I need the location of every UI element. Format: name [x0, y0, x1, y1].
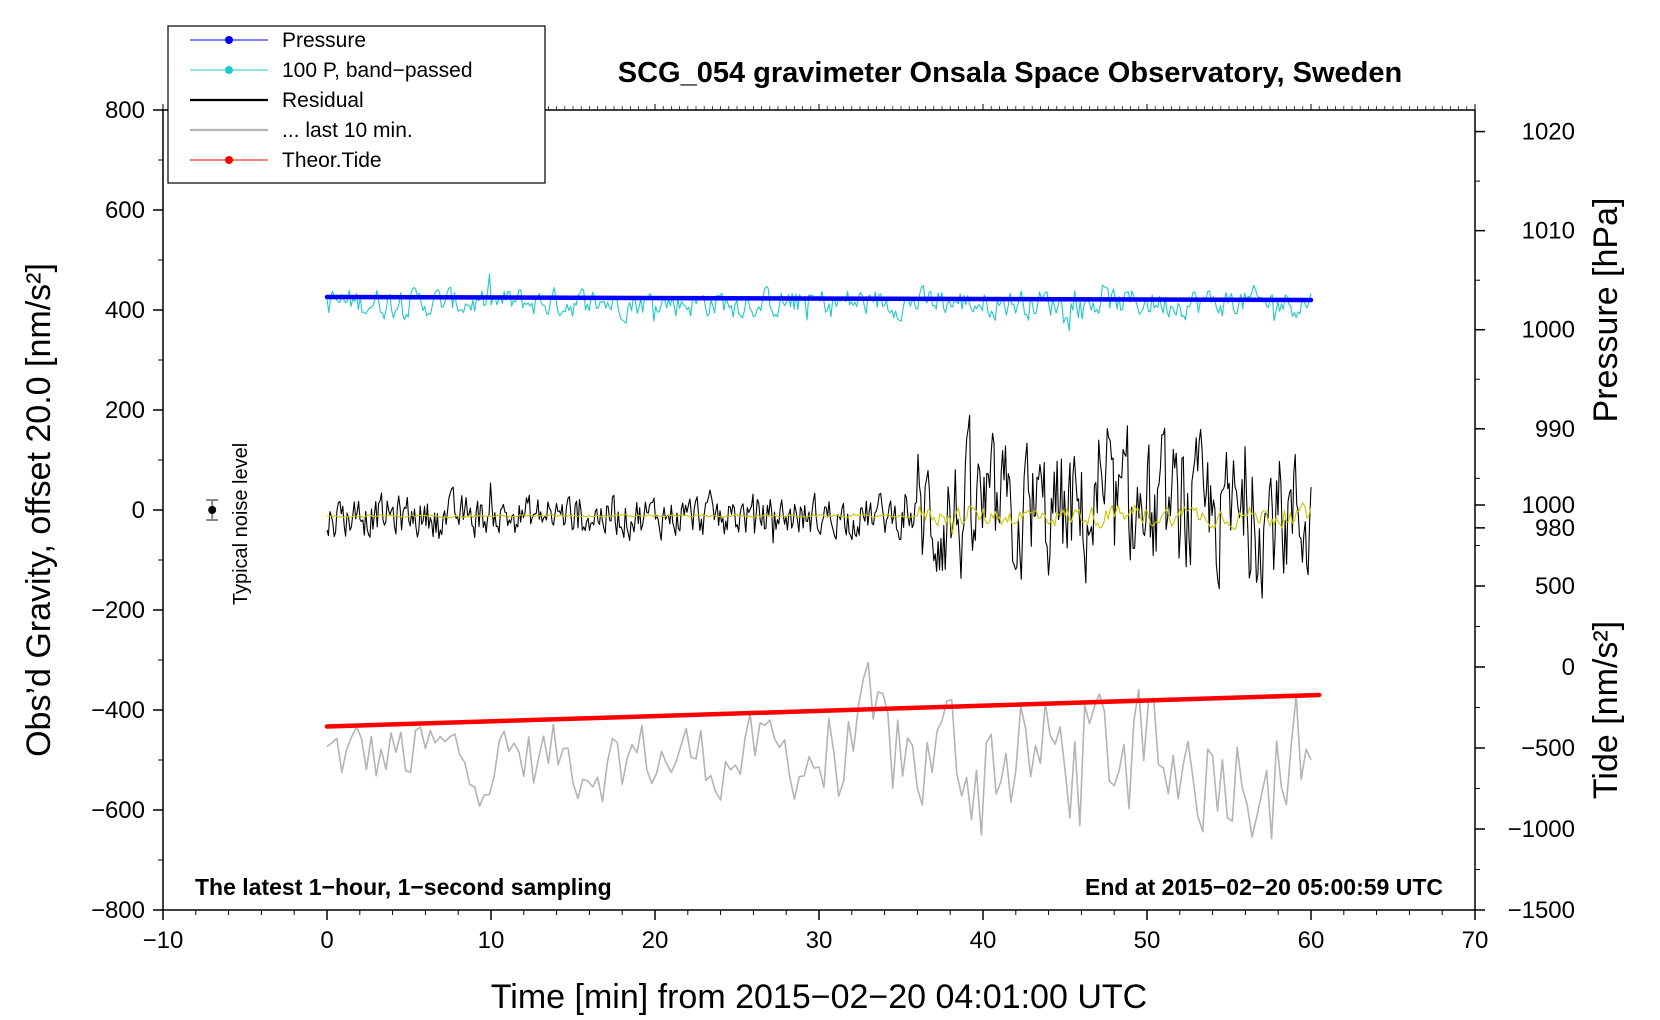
- legend-marker: [225, 66, 233, 74]
- noise-level-marker: [206, 499, 219, 521]
- noise-level-label: Typical noise level: [230, 443, 252, 605]
- right-tick-label: −1000: [1508, 816, 1575, 843]
- x-tick-label: 60: [1298, 927, 1325, 954]
- pressure-axis-title: Pressure [hPa]: [1587, 198, 1625, 423]
- series-residual: [326, 414, 1312, 599]
- x-tick-label: −10: [143, 927, 184, 954]
- right-tick-label: 500: [1535, 573, 1575, 600]
- legend-label: Theor.Tide: [282, 149, 382, 172]
- right-tick-label: 0: [1562, 654, 1575, 681]
- right-tick-label: −500: [1521, 735, 1575, 762]
- y-tick-label: 200: [105, 397, 145, 424]
- x-tick-label: 20: [642, 927, 669, 954]
- x-tick-label: 40: [970, 927, 997, 954]
- y-axis-tide: −1500 −1000 −500 0 500 1000: [1475, 492, 1575, 924]
- right-tick-label: 1000: [1522, 317, 1575, 344]
- x-axis-title: Time [min] from 2015−02−20 04:01:00 UTC: [491, 978, 1147, 1016]
- y-tick-label: 800: [105, 97, 145, 124]
- x-tick-label: 0: [320, 927, 333, 954]
- series-pressure: [324, 294, 1314, 303]
- y-tick-label: −600: [91, 797, 145, 824]
- legend-marker: [225, 156, 233, 164]
- annotation-sampling: The latest 1−hour, 1−second sampling: [195, 874, 612, 900]
- y-tick-label: −200: [91, 597, 145, 624]
- right-tick-label: 1000: [1522, 492, 1575, 519]
- right-tick-label: 980: [1535, 515, 1575, 542]
- legend-label: Residual: [282, 89, 364, 112]
- tide-axis-title: Tide [nm/s²]: [1587, 621, 1625, 799]
- series-theor-tide: [324, 692, 1322, 729]
- x-tick-label: 70: [1462, 927, 1489, 954]
- y-axis-left: −800 −600 −400 −200 0 200 400 600 800: [91, 97, 163, 924]
- y-tick-label: 600: [105, 197, 145, 224]
- y-tick-label: 0: [132, 497, 145, 524]
- legend-label: Pressure: [282, 29, 366, 52]
- series-layer: [324, 273, 1322, 840]
- y-tick-label: 400: [105, 297, 145, 324]
- y-tick-label: −800: [91, 897, 145, 924]
- y-axis-pressure: 980 990 1000 1010 1020: [1475, 119, 1575, 542]
- legend-label: ... last 10 min.: [282, 119, 413, 142]
- right-tick-label: 990: [1535, 416, 1575, 443]
- x-tick-label: 50: [1134, 927, 1161, 954]
- right-tick-label: 1020: [1522, 119, 1575, 146]
- legend-label: 100 P, band−passed: [282, 59, 473, 82]
- annotation-end-time: End at 2015−02−20 05:00:59 UTC: [1085, 874, 1443, 900]
- right-tick-label: 1010: [1522, 218, 1575, 245]
- x-tick-label: 10: [478, 927, 505, 954]
- series-last-10-min: [326, 661, 1312, 840]
- x-axis: −10 0 10 20 30 40 50 60 70: [143, 104, 1489, 954]
- y-tick-label: −400: [91, 697, 145, 724]
- legend: Pressure 100 P, band−passed Residual ... la…: [167, 25, 546, 184]
- series-residual-smoothed: [327, 502, 1312, 535]
- legend-marker: [225, 36, 233, 44]
- noise-point: [208, 506, 217, 514]
- right-tick-label: −1500: [1508, 897, 1575, 924]
- chart-title: SCG_054 gravimeter Onsala Space Observat…: [618, 57, 1402, 89]
- x-tick-label: 30: [806, 927, 833, 954]
- y-axis-title: Obs’d Gravity, offset 20.0 [nm/s²]: [20, 263, 58, 757]
